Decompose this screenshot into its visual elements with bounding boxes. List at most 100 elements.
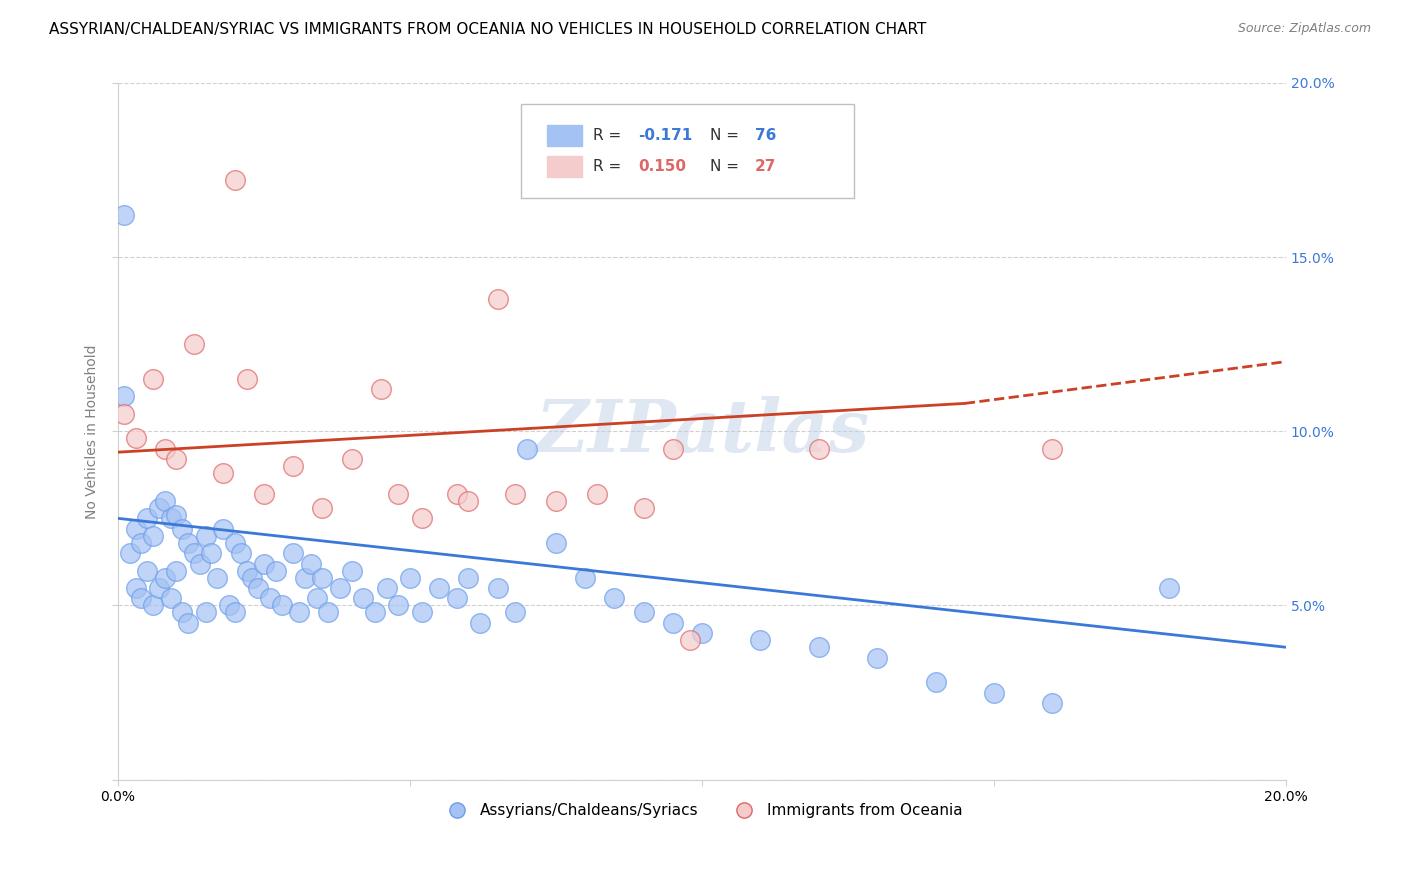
Point: [172, 522, 194, 536]
Legend: Assyrians/Chaldeans/Syriacs, Immigrants from Oceania: Assyrians/Chaldeans/Syriacs, Immigrants …: [436, 797, 969, 824]
Point: [503, 606, 526, 620]
Text: R =: R =: [593, 128, 627, 143]
Point: [148, 581, 170, 595]
Point: [468, 615, 491, 630]
Point: [253, 487, 276, 501]
Point: [446, 591, 468, 606]
Point: [112, 389, 135, 403]
Point: [259, 591, 281, 606]
Point: [224, 535, 246, 549]
Point: [633, 606, 655, 620]
Point: [352, 591, 374, 606]
Point: [218, 599, 240, 613]
Text: 0.150: 0.150: [638, 159, 686, 174]
Point: [446, 487, 468, 501]
Text: N =: N =: [710, 128, 744, 143]
Point: [340, 564, 363, 578]
Point: [364, 606, 387, 620]
Point: [311, 571, 333, 585]
Text: 76: 76: [755, 128, 776, 143]
Text: -0.171: -0.171: [638, 128, 692, 143]
Point: [235, 372, 257, 386]
Point: [172, 606, 194, 620]
Point: [247, 581, 270, 595]
Point: [807, 640, 830, 655]
Point: [662, 615, 685, 630]
Point: [387, 487, 409, 501]
Point: [142, 372, 165, 386]
FancyBboxPatch shape: [522, 103, 853, 198]
Point: [370, 383, 392, 397]
Point: [118, 546, 141, 560]
Point: [131, 591, 153, 606]
Point: [194, 606, 217, 620]
Point: [153, 571, 176, 585]
Text: R =: R =: [593, 159, 627, 174]
Point: [1042, 442, 1064, 456]
Text: 27: 27: [755, 159, 776, 174]
Point: [544, 494, 567, 508]
Point: [142, 599, 165, 613]
Point: [924, 675, 946, 690]
Point: [159, 591, 181, 606]
Point: [316, 606, 339, 620]
Point: [177, 615, 200, 630]
Point: [866, 650, 889, 665]
Point: [749, 633, 772, 648]
Point: [1159, 581, 1181, 595]
Point: [165, 564, 187, 578]
Point: [200, 546, 222, 560]
Point: [235, 564, 257, 578]
Text: N =: N =: [710, 159, 744, 174]
Point: [240, 571, 263, 585]
Point: [411, 606, 433, 620]
Point: [311, 500, 333, 515]
Point: [188, 557, 211, 571]
Point: [516, 442, 538, 456]
Point: [299, 557, 322, 571]
Point: [165, 452, 187, 467]
Point: [136, 564, 159, 578]
Point: [375, 581, 398, 595]
Point: [224, 173, 246, 187]
Point: [486, 581, 509, 595]
Point: [194, 529, 217, 543]
Point: [294, 571, 316, 585]
Point: [183, 337, 205, 351]
Text: Source: ZipAtlas.com: Source: ZipAtlas.com: [1237, 22, 1371, 36]
Point: [486, 292, 509, 306]
Point: [183, 546, 205, 560]
Point: [131, 535, 153, 549]
Point: [603, 591, 626, 606]
Point: [574, 571, 596, 585]
Point: [662, 442, 685, 456]
Point: [690, 626, 713, 640]
Point: [177, 535, 200, 549]
Point: [165, 508, 187, 522]
Point: [124, 522, 146, 536]
Text: ZIPatlas: ZIPatlas: [534, 396, 869, 467]
Text: ASSYRIAN/CHALDEAN/SYRIAC VS IMMIGRANTS FROM OCEANIA NO VEHICLES IN HOUSEHOLD COR: ASSYRIAN/CHALDEAN/SYRIAC VS IMMIGRANTS F…: [49, 22, 927, 37]
Point: [270, 599, 292, 613]
Point: [112, 407, 135, 421]
Point: [305, 591, 328, 606]
Point: [212, 466, 235, 480]
Point: [427, 581, 450, 595]
Point: [229, 546, 252, 560]
Point: [136, 511, 159, 525]
Point: [633, 500, 655, 515]
Point: [288, 606, 311, 620]
Point: [457, 571, 479, 585]
Y-axis label: No Vehicles in Household: No Vehicles in Household: [86, 344, 100, 518]
Point: [586, 487, 609, 501]
Point: [148, 500, 170, 515]
Point: [983, 685, 1005, 699]
Point: [457, 494, 479, 508]
Point: [153, 494, 176, 508]
Point: [283, 546, 305, 560]
Point: [807, 442, 830, 456]
Point: [679, 633, 702, 648]
Point: [503, 487, 526, 501]
Point: [340, 452, 363, 467]
Point: [212, 522, 235, 536]
